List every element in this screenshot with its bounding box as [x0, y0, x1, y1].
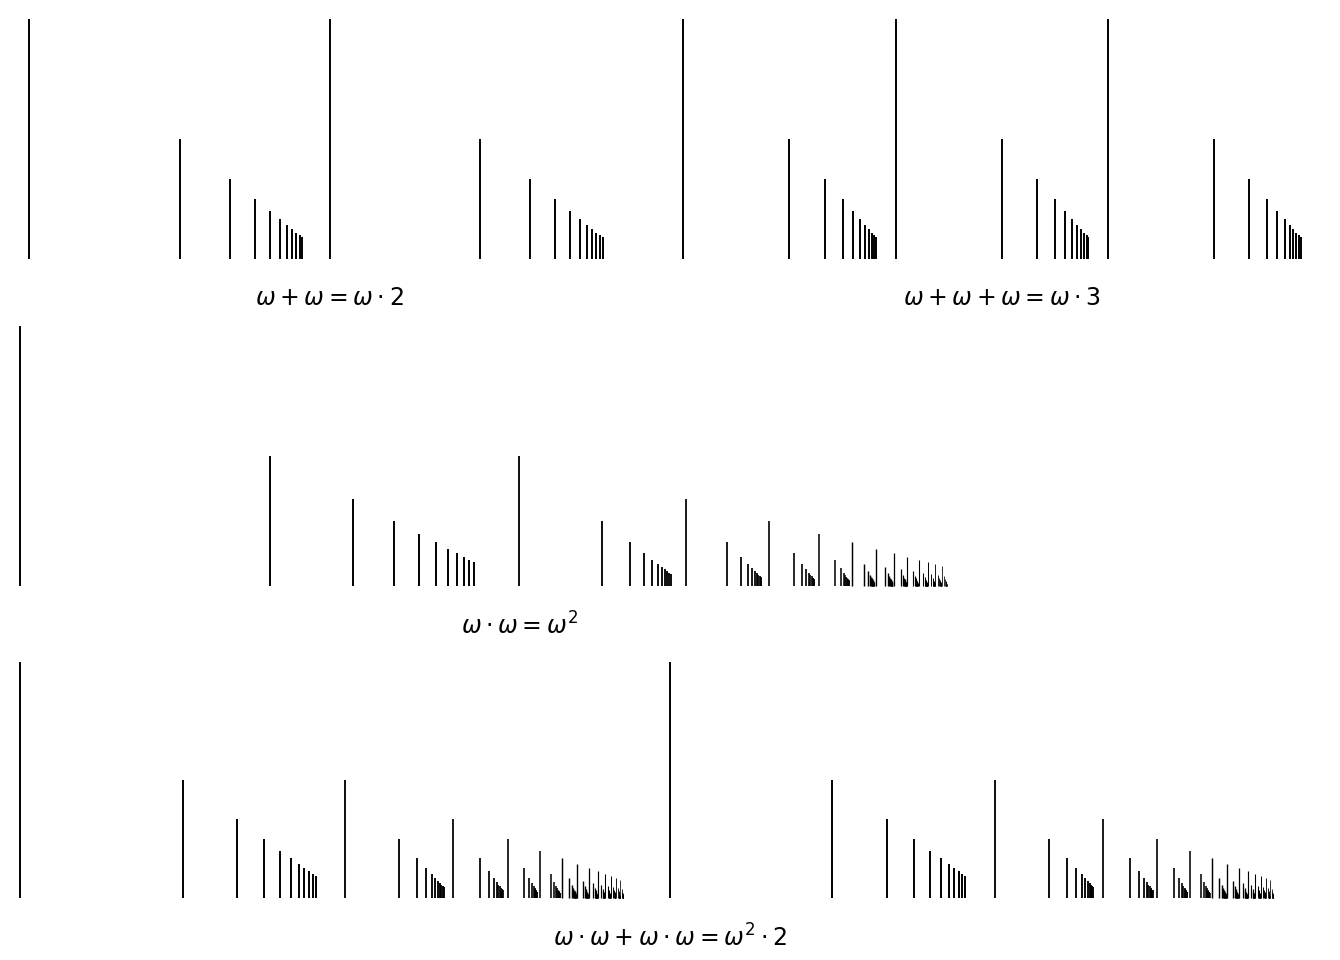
Text: $\omega + \omega = \omega \cdot 2$: $\omega + \omega = \omega \cdot 2$: [256, 286, 403, 310]
Text: $\omega + \omega + \omega = \omega \cdot 3$: $\omega + \omega + \omega = \omega \cdot…: [903, 286, 1100, 310]
Text: $\omega \cdot \omega = \omega^2$: $\omega \cdot \omega = \omega^2$: [461, 612, 578, 639]
Text: $\omega \cdot \omega + \omega \cdot \omega = \omega^2 \cdot 2$: $\omega \cdot \omega + \omega \cdot \ome…: [553, 924, 787, 951]
